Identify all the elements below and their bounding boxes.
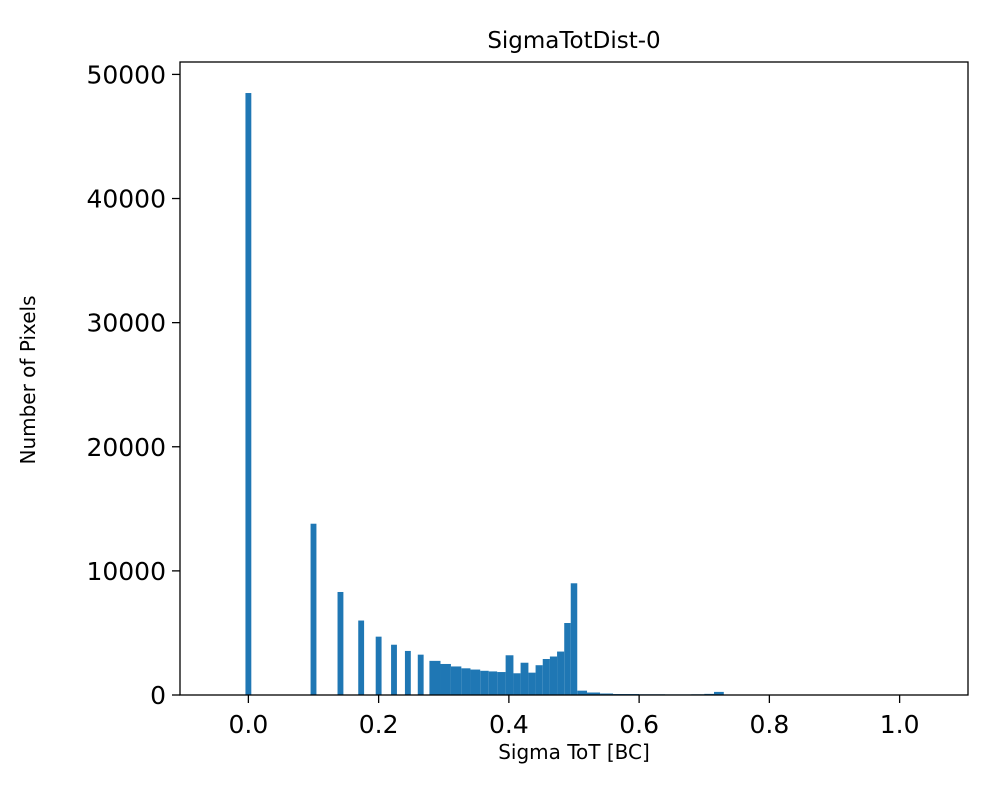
histogram-bar bbox=[535, 665, 543, 695]
histogram-bar bbox=[528, 672, 536, 695]
x-tick-label: 0.2 bbox=[359, 710, 399, 739]
chart-title: SigmaTotDist-0 bbox=[487, 28, 661, 54]
histogram-bar bbox=[564, 623, 571, 695]
y-tick-label: 10000 bbox=[86, 557, 166, 586]
plot-border bbox=[179, 61, 969, 696]
y-tick-label: 50000 bbox=[86, 60, 166, 89]
y-tick-label: 20000 bbox=[86, 433, 166, 462]
histogram-bar bbox=[577, 690, 588, 695]
histogram-bar bbox=[461, 668, 471, 695]
histogram-bar bbox=[587, 692, 601, 695]
histogram-bar bbox=[570, 583, 578, 695]
x-axis-label: Sigma ToT [BC] bbox=[498, 740, 650, 764]
y-tick-label: 0 bbox=[150, 681, 166, 710]
histogram-bar bbox=[391, 644, 397, 695]
histogram-bar bbox=[337, 591, 344, 695]
histogram-bar bbox=[542, 659, 550, 695]
x-tick-label: 0.4 bbox=[489, 710, 529, 739]
histogram-bar bbox=[245, 93, 252, 695]
x-tick-label: 1.0 bbox=[880, 710, 920, 739]
histogram-bar bbox=[470, 669, 481, 695]
histogram-bar bbox=[440, 663, 451, 695]
histogram-bar bbox=[450, 666, 462, 695]
histogram-bar bbox=[375, 636, 382, 695]
y-tick-label: 40000 bbox=[86, 185, 166, 214]
histogram-bar bbox=[520, 662, 529, 695]
histogram-bar bbox=[497, 672, 506, 695]
histogram-bar bbox=[358, 620, 365, 695]
histogram-bar bbox=[417, 654, 424, 695]
histogram-bar bbox=[505, 655, 514, 695]
x-tick-label: 0.0 bbox=[228, 710, 268, 739]
y-tick-label: 30000 bbox=[86, 309, 166, 338]
histogram-bar bbox=[429, 660, 441, 695]
histogram-bar bbox=[549, 656, 558, 695]
x-tick-label: 0.6 bbox=[619, 710, 659, 739]
histogram-bar bbox=[714, 691, 724, 695]
histogram-bar bbox=[310, 523, 317, 695]
x-tick-label: 0.8 bbox=[749, 710, 789, 739]
histogram-bar bbox=[480, 670, 489, 695]
histogram-bar bbox=[557, 651, 565, 695]
histogram-bar bbox=[600, 693, 614, 695]
histogram-bar bbox=[513, 673, 521, 695]
histogram-bar bbox=[404, 650, 411, 695]
histogram-bar bbox=[488, 671, 498, 695]
